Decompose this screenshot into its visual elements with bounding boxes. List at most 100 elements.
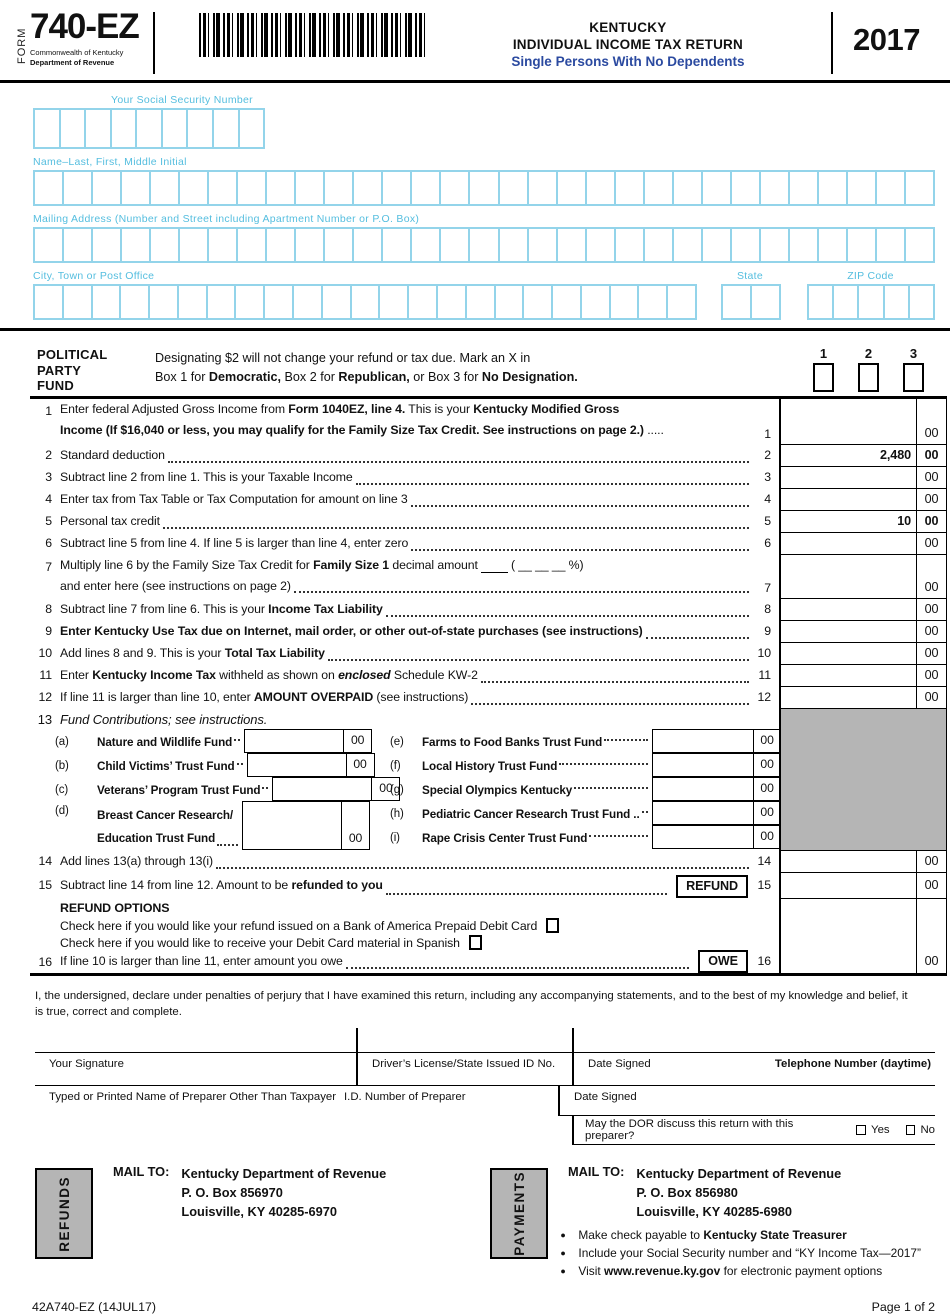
address-input[interactable] [33,227,935,263]
pp-box2-checkbox[interactable] [858,363,879,392]
char-cell[interactable] [148,286,177,318]
char-cell[interactable] [35,229,62,261]
char-cell[interactable] [120,229,149,261]
char-cell[interactable] [120,172,149,204]
line-1-amount[interactable]: 00 [779,399,947,445]
char-cell[interactable] [642,172,672,204]
fund-a-amount[interactable]: 00 [244,729,373,754]
spanish-material-checkbox[interactable] [468,935,482,950]
char-cell[interactable] [874,229,904,261]
char-cell[interactable] [234,286,263,318]
char-cell[interactable] [671,172,701,204]
pp-box3-checkbox[interactable] [903,363,924,392]
char-cell[interactable] [109,110,136,147]
char-cell[interactable] [119,286,148,318]
char-cell[interactable] [882,286,908,318]
char-cell[interactable] [236,172,265,204]
char-cell[interactable] [352,229,381,261]
char-cell[interactable] [90,286,120,318]
line-6-amount[interactable]: 00 [779,533,947,555]
line-12-value[interactable] [781,687,916,708]
char-cell[interactable] [35,110,59,147]
char-cell[interactable] [758,172,788,204]
char-cell[interactable] [439,172,468,204]
char-cell[interactable] [186,110,212,147]
char-cell[interactable] [207,172,236,204]
char-cell[interactable] [294,172,323,204]
char-cell[interactable] [584,229,614,261]
line-15-amount[interactable]: 00 [779,873,947,899]
line-2-amount[interactable]: 2,480 00 [779,445,947,467]
line-10-amount[interactable]: 00 [779,643,947,665]
date-phone-area[interactable] [574,1028,935,1052]
line-4-value[interactable] [781,489,916,510]
char-cell[interactable] [237,110,264,147]
char-cell[interactable] [729,172,759,204]
line-10-value[interactable] [781,643,916,664]
char-cell[interactable] [608,286,638,318]
line-4-amount[interactable]: 00 [779,489,947,511]
char-cell[interactable] [58,110,85,147]
char-cell[interactable] [637,286,666,318]
fund-d-amount[interactable]: 00 [242,800,370,850]
char-cell[interactable] [584,172,614,204]
line-16-amount[interactable]: 00 [779,899,947,973]
zip-input[interactable] [806,284,936,320]
char-cell[interactable] [551,286,580,318]
char-cell[interactable] [700,229,730,261]
char-cell[interactable] [62,172,91,204]
char-cell[interactable] [91,172,120,204]
city-input[interactable] [33,284,698,320]
char-cell[interactable] [236,229,265,261]
char-cell[interactable] [381,172,410,204]
fund-h-amount[interactable]: 00 [651,801,782,826]
line-15-value[interactable] [781,873,916,898]
line-5-amount[interactable]: 10 00 [779,511,947,533]
line-2-value[interactable]: 2,480 [879,448,911,462]
char-cell[interactable] [149,229,178,261]
char-cell[interactable] [407,286,436,318]
char-cell[interactable] [91,229,120,261]
char-cell[interactable] [410,172,439,204]
char-cell[interactable] [700,172,730,204]
char-cell[interactable] [903,229,933,261]
char-cell[interactable] [845,229,875,261]
char-cell[interactable] [320,286,350,318]
fund-b-amount[interactable]: 00 [246,753,375,778]
char-cell[interactable] [497,172,527,204]
char-cell[interactable] [323,229,352,261]
char-cell[interactable] [263,286,292,318]
char-cell[interactable] [526,172,556,204]
char-cell[interactable] [381,229,410,261]
char-cell[interactable] [464,286,494,318]
line-8-amount[interactable]: 00 [779,599,947,621]
char-cell[interactable] [903,172,933,204]
char-cell[interactable] [378,286,407,318]
char-cell[interactable] [439,229,468,261]
char-cell[interactable] [642,229,672,261]
char-cell[interactable] [349,286,379,318]
dor-yes-checkbox[interactable] [856,1125,867,1135]
char-cell[interactable] [671,229,701,261]
char-cell[interactable] [468,229,497,261]
state-input[interactable] [721,284,781,320]
char-cell[interactable] [493,286,523,318]
debit-card-checkbox[interactable] [546,918,560,933]
fund-f-amount[interactable]: 00 [651,753,782,778]
line-14-value[interactable] [781,851,916,872]
char-cell[interactable] [555,229,585,261]
char-cell[interactable] [265,172,294,204]
char-cell[interactable] [787,172,817,204]
char-cell[interactable] [522,286,551,318]
char-cell[interactable] [135,110,161,147]
char-cell[interactable] [62,229,91,261]
char-cell[interactable] [149,172,178,204]
char-cell[interactable] [176,286,206,318]
line-11-amount[interactable]: 00 [779,665,947,687]
fund-c-amount[interactable]: 00 [272,777,401,802]
char-cell[interactable] [178,172,207,204]
line-12-amount[interactable]: 00 [779,687,947,709]
char-cell[interactable] [468,172,497,204]
char-cell[interactable] [729,229,759,261]
char-cell[interactable] [723,286,750,318]
